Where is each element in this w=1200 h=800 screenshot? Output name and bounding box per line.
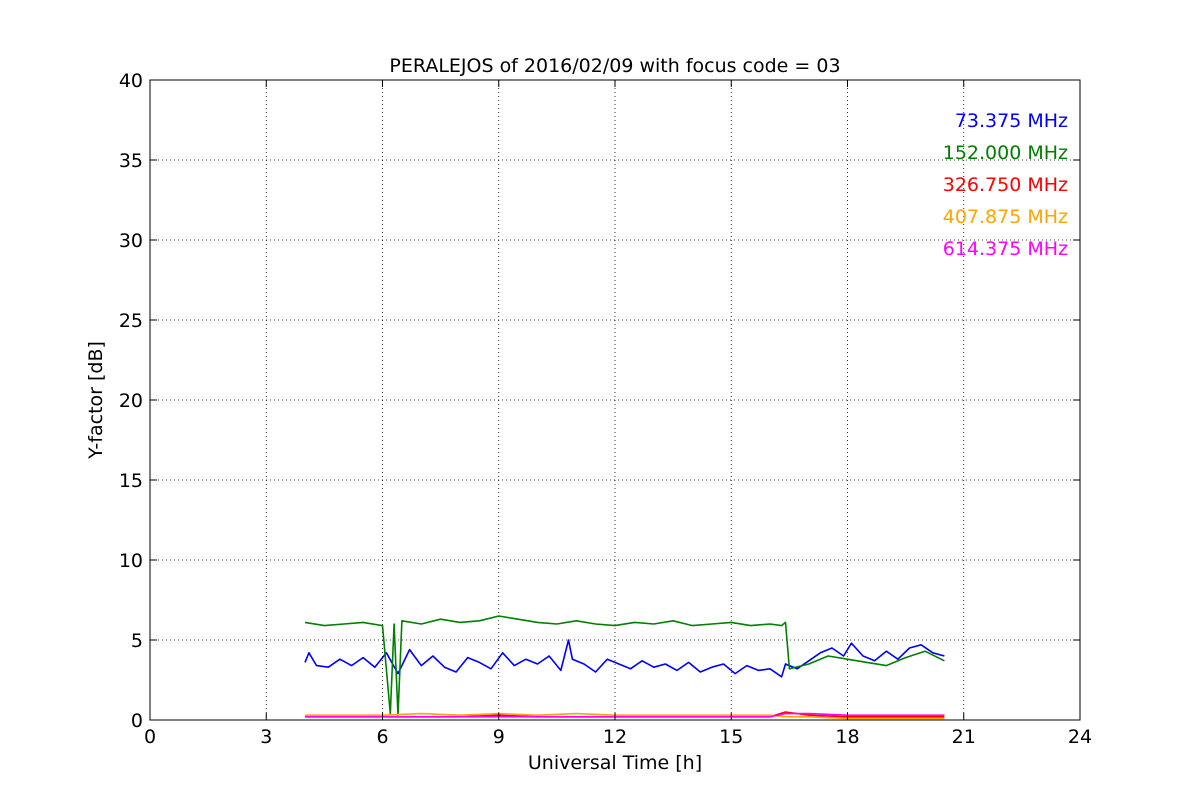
legend-label-2: 152.000 MHz [943,142,1068,164]
x-tick-label: 24 [1068,726,1092,748]
grid [150,80,1080,720]
legend-label-5: 614.375 MHz [943,238,1068,260]
y-tick-label: 5 [131,630,143,652]
x-tick-label: 15 [719,726,743,748]
x-tick-label: 9 [493,726,505,748]
y-tick-label: 10 [119,550,143,572]
y-tick-label: 40 [119,70,143,92]
y-tick-label: 15 [119,470,143,492]
x-tick-label: 6 [376,726,388,748]
y-tick-label: 30 [119,230,143,252]
y-tick-label: 20 [119,390,143,412]
legend-label-3: 326.750 MHz [943,174,1068,196]
x-tick-label: 18 [835,726,859,748]
x-tick-label: 21 [952,726,976,748]
x-tick-label: 12 [603,726,627,748]
chart-title: PERALEJOS of 2016/02/09 with focus code … [389,55,840,77]
legend-label-4: 407.875 MHz [943,206,1068,228]
x-tick-label: 3 [260,726,272,748]
y-tick-label: 35 [119,150,143,172]
y-axis-label: Y-factor [dB] [85,341,107,460]
axis-ticks: 0 3 6 9 12 15 18 21 24 0 5 10 15 20 25 30 35 40 [119,70,1092,748]
y-tick-label: 0 [131,710,143,732]
series-line-1 [304,639,945,678]
series-line-2 [304,615,945,717]
legend-label-1: 73.375 MHz [955,110,1068,132]
x-axis-label: Universal Time [h] [528,752,702,774]
x-tick-label: 0 [144,726,156,748]
y-tick-label: 25 [119,310,143,332]
legend: 73.375 MHz 152.000 MHz 326.750 MHz 407.875 … [943,110,1068,260]
